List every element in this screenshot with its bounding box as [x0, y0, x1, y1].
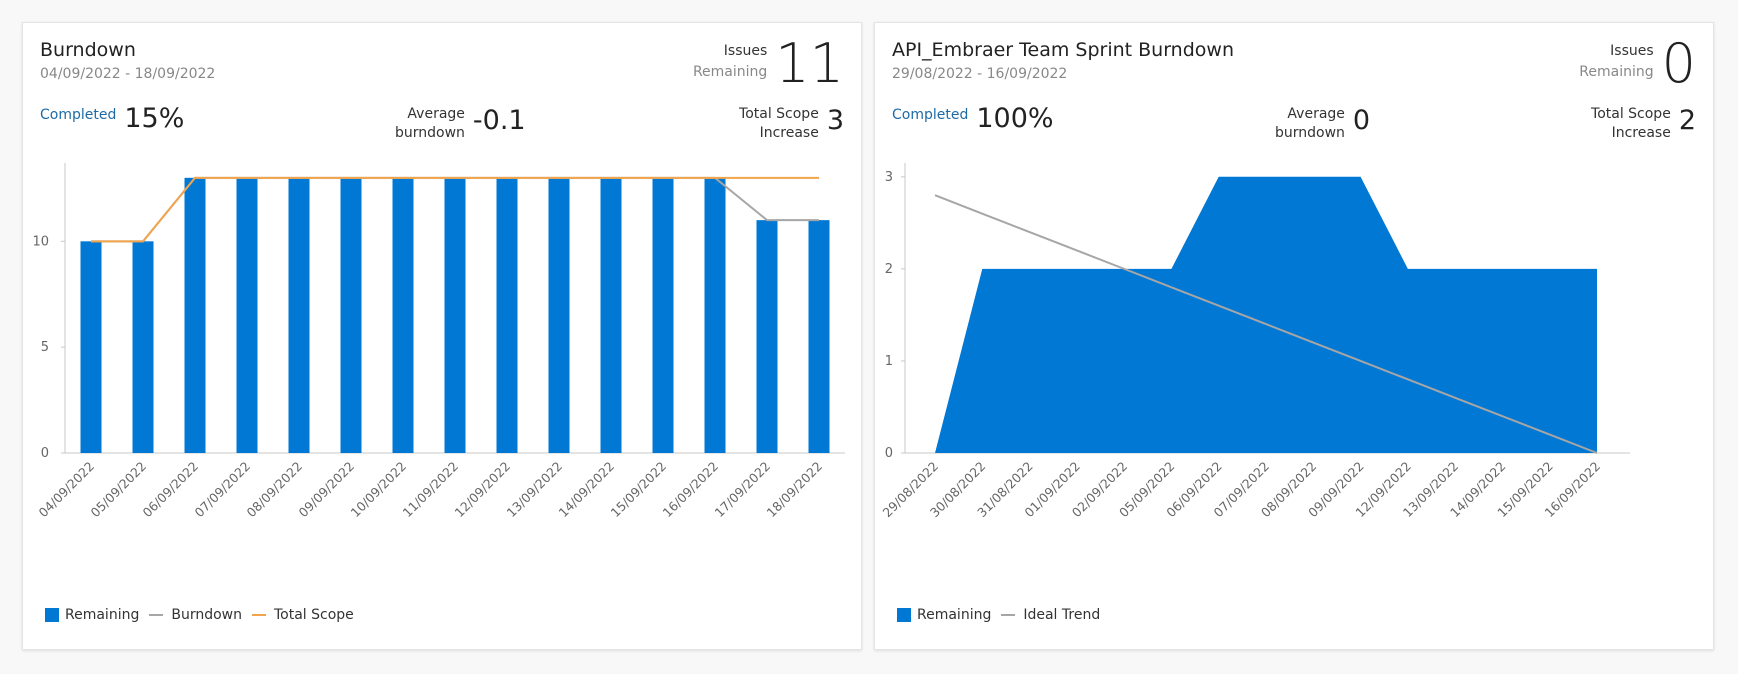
- y-tick-label: 0: [41, 446, 49, 461]
- y-tick-label: 1: [885, 354, 893, 369]
- legend-label: Remaining: [65, 607, 139, 623]
- legend-item-ideal-trend[interactable]: Ideal Trend: [1001, 607, 1100, 623]
- y-tick-label: 3: [885, 170, 893, 185]
- remaining-swatch: [45, 608, 59, 622]
- remaining-area: [935, 177, 1597, 453]
- legend-label: Burndown: [171, 607, 242, 623]
- total-scope-swatch: [252, 614, 266, 616]
- bar-remaining: [705, 178, 726, 453]
- bar-remaining: [81, 241, 102, 453]
- chart-legend: Remaining Ideal Trend: [897, 607, 1110, 623]
- bar-remaining: [497, 178, 518, 453]
- burndown-widget: Burndown 04/09/2022 - 18/09/2022 Issues …: [22, 22, 862, 650]
- bar-remaining: [757, 220, 778, 453]
- remaining-swatch: [897, 608, 911, 622]
- x-tick-label: 18/09/2022: [764, 459, 826, 521]
- bar-remaining: [809, 220, 830, 453]
- legend-item-burndown[interactable]: Burndown: [149, 607, 242, 623]
- y-tick-label: 2: [885, 262, 893, 277]
- bar-remaining: [237, 178, 258, 453]
- legend-item-total-scope[interactable]: Total Scope: [252, 607, 354, 623]
- legend-item-remaining[interactable]: Remaining: [897, 607, 991, 623]
- legend-label: Remaining: [917, 607, 991, 623]
- bar-remaining: [653, 178, 674, 453]
- y-tick-label: 10: [32, 234, 49, 249]
- legend-label: Total Scope: [274, 607, 354, 623]
- bar-remaining: [133, 241, 154, 453]
- sprint-burndown-widget: API_Embraer Team Sprint Burndown 29/08/2…: [874, 22, 1714, 650]
- burndown-swatch: [149, 614, 163, 616]
- ideal-trend-swatch: [1001, 614, 1015, 616]
- bar-remaining: [393, 178, 414, 453]
- legend-label: Ideal Trend: [1023, 607, 1100, 623]
- bar-remaining: [445, 178, 466, 453]
- bar-remaining: [289, 178, 310, 453]
- legend-item-remaining[interactable]: Remaining: [45, 607, 139, 623]
- bar-remaining: [185, 178, 206, 453]
- y-tick-label: 0: [885, 446, 893, 461]
- bar-remaining: [601, 178, 622, 453]
- bar-remaining: [549, 178, 570, 453]
- bar-remaining: [341, 178, 362, 453]
- sprint-burndown-chart: 012329/08/202230/08/202231/08/202201/09/…: [875, 23, 1715, 603]
- y-tick-label: 5: [41, 340, 49, 355]
- burndown-chart: 051004/09/202205/09/202206/09/202207/09/…: [23, 23, 863, 603]
- chart-legend: Remaining Burndown Total Scope: [45, 607, 364, 623]
